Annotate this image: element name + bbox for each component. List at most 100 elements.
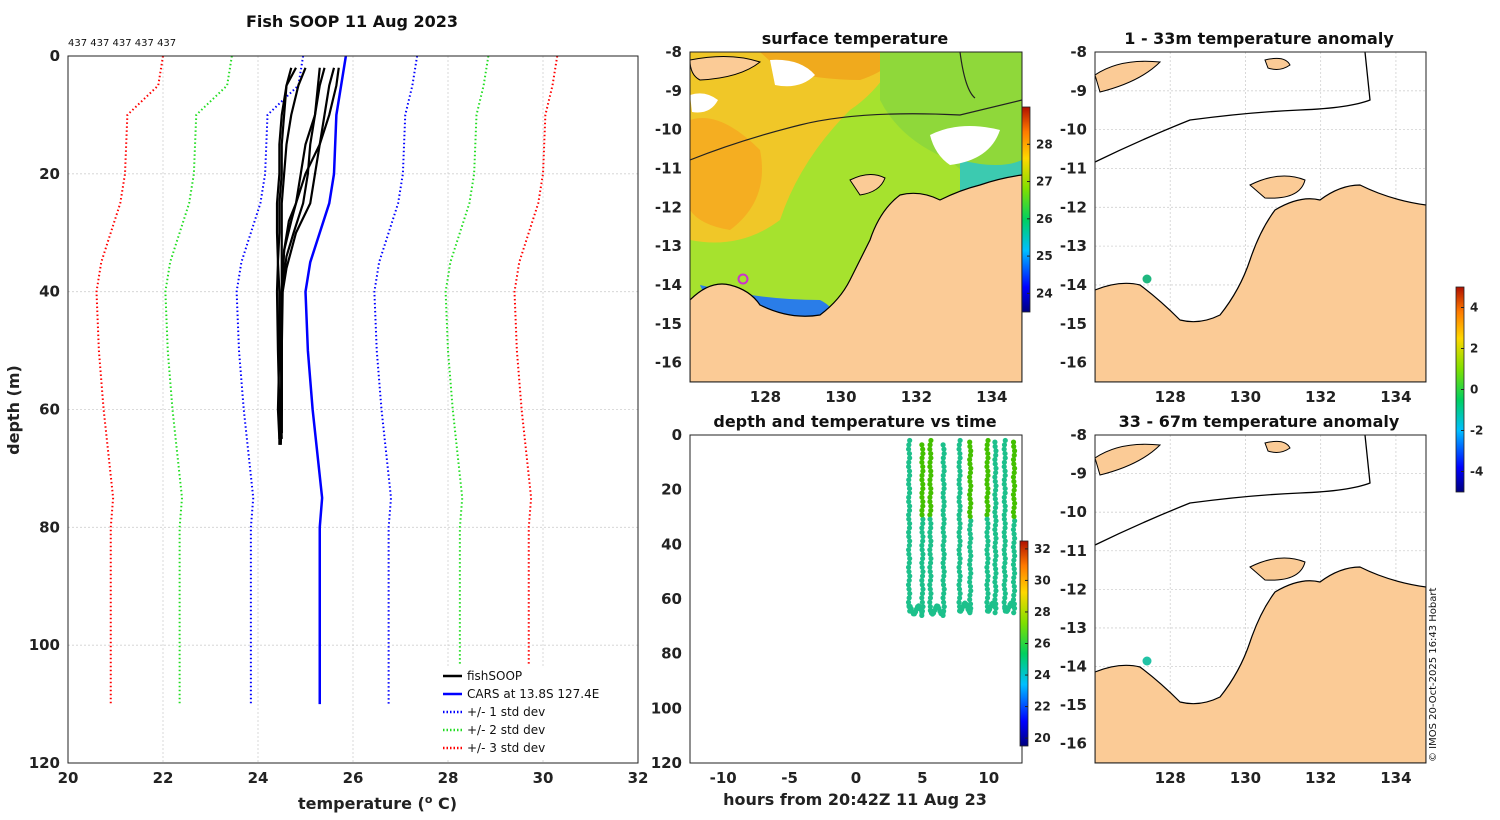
- lat-tick-label: -15: [1060, 315, 1087, 333]
- dive-point: [956, 494, 962, 500]
- eez-boundary-north: [959, 52, 976, 99]
- dive-point: [984, 499, 990, 505]
- ascent-point: [967, 579, 973, 585]
- y-tick-label: 60: [39, 401, 60, 419]
- ascent-point: [941, 464, 947, 470]
- ascent-point: [941, 590, 947, 597]
- dive-point: [985, 538, 991, 544]
- surface-colorbar-ticks: 24 25 26 27 28: [1027, 137, 1053, 300]
- depth-time-panel: depth and temperature vs time -10 -5 0 5 10 …: [651, 412, 1051, 809]
- anomaly-33-67m-panel: 33 - 67m temperature anomaly 128 130 132 13…: [1060, 412, 1427, 787]
- dive-point: [957, 577, 963, 584]
- colorbar-tick-label: 24: [1034, 668, 1051, 682]
- dive-point: [985, 520, 991, 527]
- dive-point: [927, 599, 933, 605]
- lat-tick-label: -16: [1060, 735, 1087, 753]
- y-tick-label: 40: [39, 283, 60, 301]
- ascent-point: [968, 518, 974, 524]
- profile-legend: fishSOOP CARS at 13.8S 127.4E +/- 1 std de…: [438, 666, 636, 760]
- ascent-point: [993, 465, 999, 471]
- ascent-point: [1011, 448, 1018, 454]
- ascent-point: [920, 569, 926, 575]
- ascent-point: [968, 465, 974, 471]
- dive-point: [985, 503, 991, 509]
- ascent-point: [919, 529, 925, 535]
- dive-point: [906, 450, 913, 457]
- ascent-point: [940, 560, 946, 566]
- ascent-point: [1011, 487, 1017, 493]
- lat-tick-label: -12: [655, 198, 682, 216]
- anomaly1-map-area: [1095, 52, 1426, 382]
- profile-lines: [95, 55, 559, 705]
- ascent-point: [1011, 610, 1017, 616]
- dive-point: [957, 485, 963, 492]
- dive-point: [927, 442, 933, 448]
- dive-point: [956, 599, 962, 605]
- ascent-point: [941, 450, 947, 457]
- ascent-point: [919, 599, 925, 605]
- island-small: [1264, 57, 1291, 70]
- dive-point: [927, 564, 933, 570]
- dive-point: [927, 577, 934, 584]
- lat-tick-label: -14: [1060, 276, 1087, 294]
- dive-point: [906, 595, 912, 601]
- colorbar-tick-label: 24: [1036, 286, 1053, 300]
- ascent-point: [940, 547, 947, 553]
- lat-tick-label: -8: [1070, 426, 1087, 444]
- dive-point: [906, 472, 913, 479]
- profile-x-ticks: 20 22 24 26 28 30 32: [58, 769, 649, 787]
- ascent-point: [919, 547, 925, 553]
- eez-boundary: [690, 99, 1022, 161]
- dive-point: [906, 560, 912, 566]
- dive-point: [984, 464, 990, 470]
- colorbar-tick-label: 25: [1036, 249, 1053, 263]
- anomaly2-axes-box: [1094, 434, 1427, 764]
- ascent-point: [992, 522, 999, 528]
- y-tick-label: 120: [29, 754, 60, 772]
- dive-point: [984, 595, 991, 601]
- ascent-point: [968, 588, 974, 594]
- dive-point: [907, 455, 913, 461]
- dive-point: [957, 573, 963, 579]
- ascent-point: [940, 442, 946, 448]
- dive-point: [1001, 529, 1007, 535]
- ascent-point: [940, 512, 946, 518]
- dive-point: [927, 569, 933, 575]
- ascent-point: [941, 538, 947, 544]
- dive-point: [907, 437, 913, 444]
- dive-point: [957, 595, 963, 601]
- dive-point: [927, 529, 933, 535]
- timeseries-points: [905, 437, 1018, 619]
- dive-point: [906, 477, 912, 483]
- dive-point: [956, 534, 962, 540]
- dive-point: [905, 446, 912, 452]
- ascent-point: [992, 513, 999, 520]
- depth-tick-label: 60: [661, 590, 682, 608]
- dive-point: [928, 590, 934, 597]
- ascent-point: [968, 570, 974, 576]
- dive-point: [1001, 534, 1008, 540]
- dive-point: [1001, 516, 1007, 522]
- ascent-point: [941, 569, 947, 575]
- ascent-point: [1011, 570, 1018, 576]
- dive-point: [905, 547, 912, 553]
- ascent-point: [993, 605, 999, 611]
- ascent-point: [941, 573, 947, 579]
- lon-tick-label: 134: [1380, 388, 1411, 406]
- ascent-point: [967, 474, 973, 480]
- y-tick-label: 20: [39, 165, 60, 183]
- ascent-point: [920, 520, 926, 527]
- dive-point: [984, 529, 990, 535]
- ascent-point: [919, 455, 925, 461]
- ascent-point: [920, 485, 926, 492]
- ascent-point: [1011, 522, 1017, 528]
- hour-tick-label: -5: [781, 769, 798, 787]
- dive-point: [1001, 464, 1007, 470]
- dive-point: [928, 555, 934, 562]
- ascent-point: [1011, 540, 1017, 546]
- dive-point: [906, 459, 912, 465]
- ascent-point: [992, 509, 998, 515]
- dive-point: [984, 586, 990, 592]
- ascent-point: [941, 534, 947, 540]
- dive-point: [906, 542, 912, 549]
